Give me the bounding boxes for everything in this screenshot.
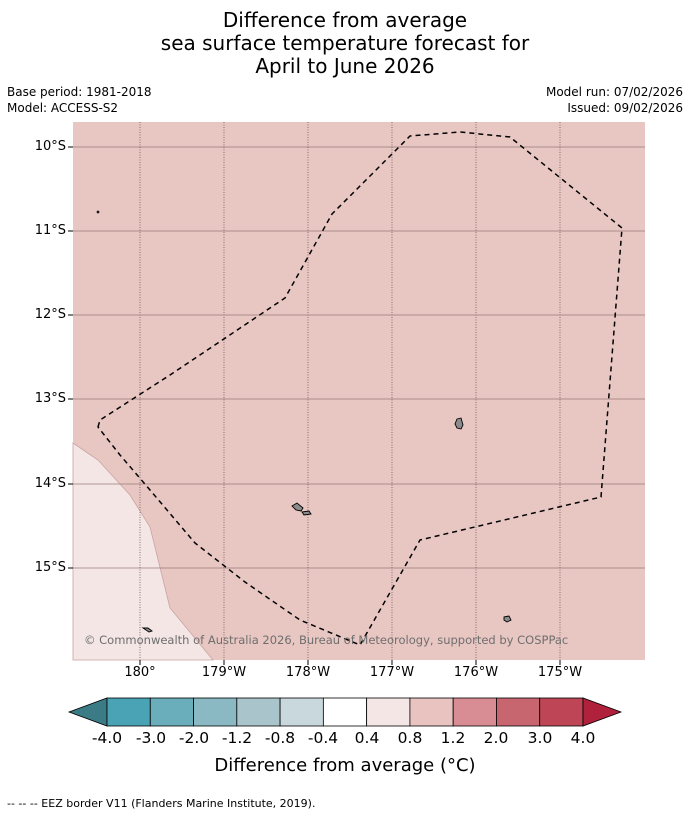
colorbar-segment — [279, 697, 324, 727]
colorbar-extend-high — [582, 697, 623, 727]
map-background — [73, 122, 645, 660]
lon-label-175w: 175°W — [537, 665, 583, 680]
copyright-notice: © Commonwealth of Australia 2026, Bureau… — [84, 633, 569, 647]
lon-label-180: 180° — [124, 665, 156, 680]
colorbar-segment — [322, 697, 368, 727]
cb-tick-label: 2.0 — [483, 729, 509, 747]
axis-ticks — [68, 146, 561, 665]
cb-tick-label: 0.4 — [354, 729, 380, 747]
lat-label-12s: 12°S — [34, 307, 66, 322]
light-anomaly-region — [72, 442, 214, 661]
island-north-west — [96, 210, 100, 214]
title-line-3: April to June 2026 — [255, 54, 435, 78]
island-central-b — [301, 510, 312, 516]
model-run: Model run: 07/02/2026 — [545, 85, 683, 99]
colorbar-segment — [539, 697, 584, 727]
lon-label-179w: 179°W — [201, 665, 247, 680]
colorbar — [67, 697, 623, 727]
lat-label-15s: 15°S — [34, 560, 66, 575]
model-name: Model: ACCESS-S2 — [7, 101, 119, 115]
lat-label-13s: 13°S — [34, 391, 66, 406]
colorbar-segment — [452, 697, 497, 727]
lat-label-11s: 11°S — [34, 223, 66, 238]
lat-label-14s: 14°S — [34, 476, 66, 491]
colorbar-extend-low — [67, 697, 108, 727]
colorbar-segment — [409, 697, 454, 727]
islands — [96, 210, 512, 633]
issued-date: Issued: 09/02/2026 — [567, 101, 683, 115]
cb-tick-label: -4.0 — [91, 729, 123, 747]
eez-footnote: -- -- -- EEZ border V11 (Flanders Marine… — [7, 797, 316, 810]
cb-tick-label: -2.0 — [178, 729, 210, 747]
title-line-1: Difference from average — [222, 8, 468, 32]
meta-right: Model run: 07/02/2026 Issued: 09/02/2026 — [546, 84, 683, 116]
island-east — [454, 417, 464, 430]
cb-tick-label: 1.2 — [440, 729, 466, 747]
lon-label-178w: 178°W — [285, 665, 331, 680]
cb-tick-label: 0.8 — [397, 729, 423, 747]
latitude-gridlines — [73, 146, 645, 569]
map-title: Difference from average sea surface temp… — [0, 9, 690, 78]
cb-tick-label: -1.2 — [221, 729, 253, 747]
island-central-a — [291, 502, 304, 512]
island-south-west — [141, 627, 153, 633]
cb-tick-label: -3.0 — [135, 729, 167, 747]
lon-label-176w: 176°W — [453, 665, 499, 680]
cb-tick-label: 3.0 — [527, 729, 553, 747]
cb-tick-label: -0.4 — [307, 729, 339, 747]
lat-label-10s: 10°S — [34, 139, 66, 154]
lon-label-177w: 177°W — [369, 665, 415, 680]
colorbar-segment — [149, 697, 194, 727]
base-period: Base period: 1981-2018 — [7, 85, 152, 99]
meta-left: Base period: 1981-2018 Model: ACCESS-S2 — [7, 84, 152, 116]
colorbar-segment — [106, 697, 151, 727]
title-line-2: sea surface temperature forecast for — [160, 31, 530, 55]
colorbar-segment — [193, 697, 238, 727]
cb-tick-label: 4.0 — [570, 729, 596, 747]
colorbar-segment — [236, 697, 281, 727]
colorbar-segment — [366, 697, 411, 727]
island-south-east — [503, 615, 512, 623]
longitude-gridlines — [139, 122, 561, 660]
cb-tick-label: -0.8 — [264, 729, 296, 747]
colorbar-segment — [496, 697, 541, 727]
colorbar-title: Difference from average (°C) — [214, 755, 476, 776]
